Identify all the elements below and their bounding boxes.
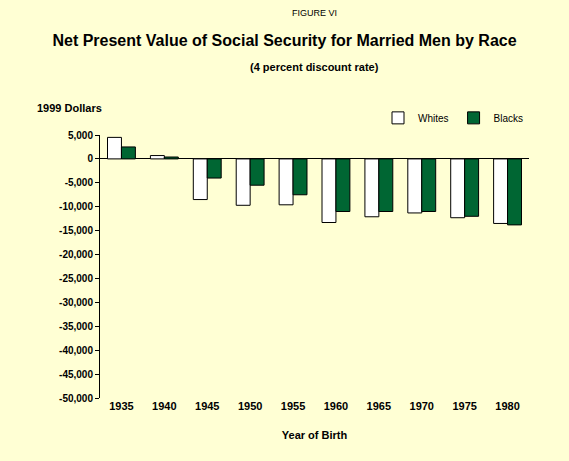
svg-text:1935: 1935	[109, 400, 133, 412]
svg-text:-10,000: -10,000	[59, 201, 93, 212]
svg-text:Net Present Value of Social Se: Net Present Value of Social Security for…	[52, 32, 516, 49]
svg-text:-45,000: -45,000	[59, 369, 93, 380]
svg-text:1960: 1960	[324, 400, 348, 412]
svg-text:-50,000: -50,000	[59, 393, 93, 404]
svg-text:-30,000: -30,000	[59, 297, 93, 308]
svg-text:0: 0	[87, 153, 93, 164]
svg-text:1980: 1980	[495, 400, 519, 412]
svg-text:-25,000: -25,000	[59, 273, 93, 284]
svg-text:-5,000: -5,000	[65, 177, 94, 188]
svg-text:1965: 1965	[367, 400, 391, 412]
svg-text:-15,000: -15,000	[59, 225, 93, 236]
svg-text:1970: 1970	[410, 400, 434, 412]
svg-text:FIGURE VI: FIGURE VI	[292, 8, 337, 18]
svg-text:Whites: Whites	[418, 113, 449, 124]
svg-text:(4 percent discount rate): (4 percent discount rate)	[250, 61, 379, 73]
svg-text:1955: 1955	[281, 400, 305, 412]
svg-text:1940: 1940	[152, 400, 176, 412]
svg-text:Year of Birth: Year of Birth	[282, 429, 348, 441]
svg-text:-35,000: -35,000	[59, 321, 93, 332]
svg-text:1950: 1950	[238, 400, 262, 412]
svg-text:1975: 1975	[452, 400, 476, 412]
svg-text:Blacks: Blacks	[494, 113, 523, 124]
svg-text:1945: 1945	[195, 400, 219, 412]
svg-text:5,000: 5,000	[68, 130, 93, 141]
svg-text:1999 Dollars: 1999 Dollars	[37, 102, 102, 114]
svg-text:-20,000: -20,000	[59, 249, 93, 260]
svg-text:-40,000: -40,000	[59, 345, 93, 356]
